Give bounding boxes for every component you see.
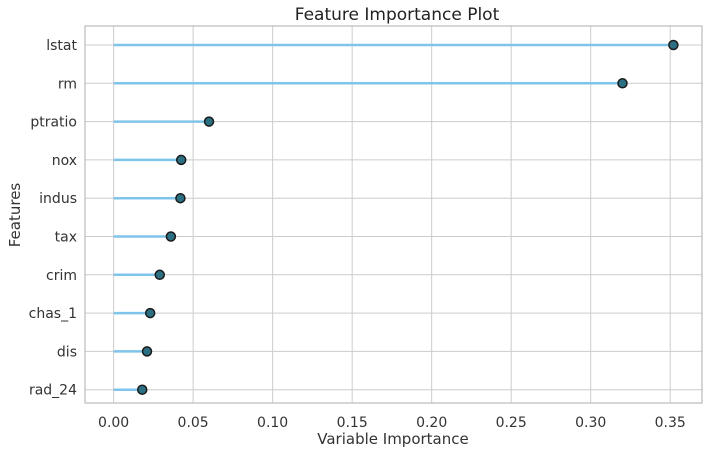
importance-marker (141, 346, 153, 357)
feature-label: dis (57, 344, 77, 360)
feature-label: indus (39, 191, 77, 207)
importance-marker (136, 384, 148, 395)
importance-marker (203, 116, 215, 127)
chart-title: Feature Importance Plot (295, 5, 500, 25)
x-tick-label: 0.00 (98, 415, 129, 431)
x-tick-label: 0.10 (257, 415, 288, 431)
importance-marker (617, 78, 628, 89)
x-tick-label: 0.30 (575, 415, 606, 431)
marker-layer (136, 39, 679, 395)
y-axis-label: Features (6, 183, 24, 248)
x-axis-label: Variable Importance (317, 430, 468, 448)
feature-label: tax (55, 230, 77, 246)
importance-marker (175, 154, 187, 166)
x-tick-label: 0.15 (337, 415, 368, 431)
feature-label: crim (46, 268, 77, 284)
stem-layer (113, 43, 674, 391)
feature-label: ptratio (30, 115, 77, 131)
importance-marker (165, 231, 177, 242)
importance-marker (668, 39, 679, 51)
feature-label: rm (58, 76, 77, 92)
feature-label: rad_24 (29, 383, 77, 399)
x-tick-label: 0.35 (655, 415, 686, 431)
feature-label: chas_1 (29, 306, 77, 322)
importance-marker (154, 269, 165, 281)
importance-marker (144, 307, 156, 319)
x-tick-label: 0.20 (416, 415, 447, 431)
x-tick-labels: 0.00 0.05 0.10 0.15 0.20 0.25 0.30 0.35 (98, 415, 686, 431)
feature-label: nox (52, 153, 77, 169)
importance-marker (175, 192, 186, 204)
x-tick-label: 0.05 (178, 415, 209, 431)
feature-label: lstat (46, 38, 77, 54)
x-tick-label: 0.25 (496, 415, 527, 431)
plot-frame (84, 25, 703, 404)
